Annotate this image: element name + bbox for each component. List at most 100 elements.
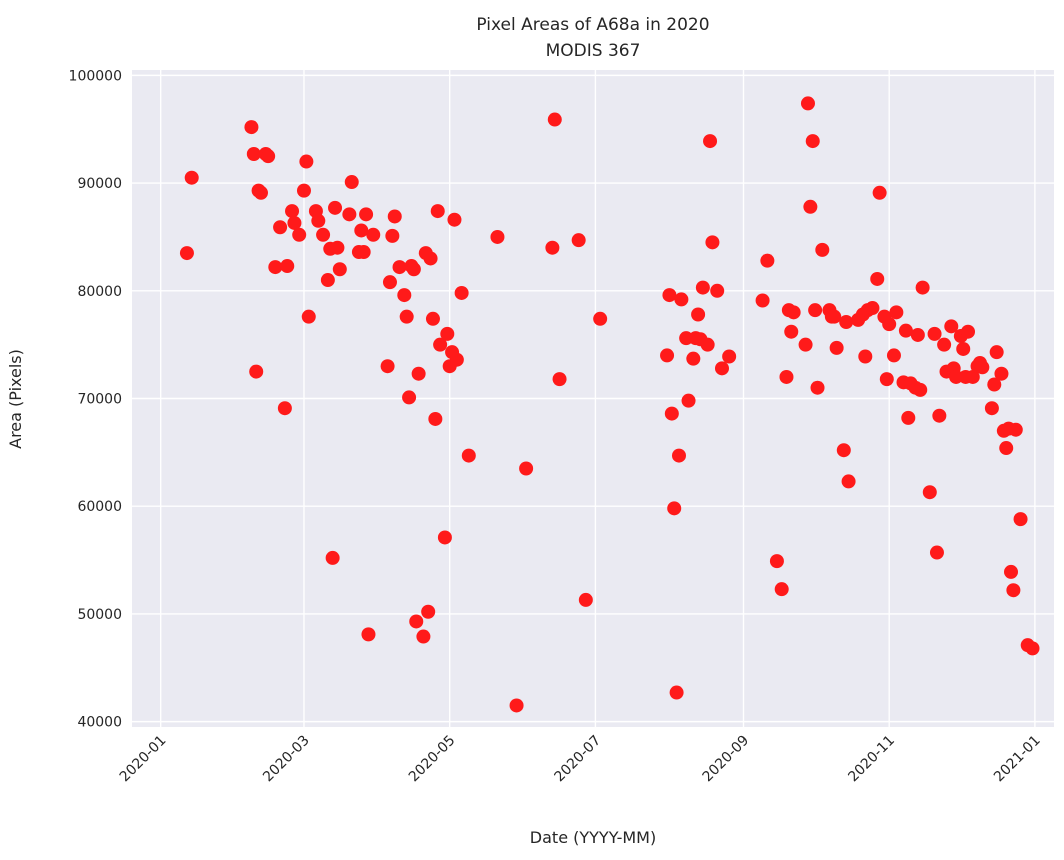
data-point <box>1025 641 1040 656</box>
data-point <box>989 345 1004 360</box>
data-point <box>545 240 560 255</box>
data-point <box>882 317 897 332</box>
data-point <box>913 382 928 397</box>
data-point <box>440 326 455 341</box>
data-point <box>330 240 345 255</box>
data-point <box>965 369 980 384</box>
x-tick-label: 2020-11 <box>845 733 898 786</box>
data-point <box>975 360 990 375</box>
data-point <box>359 207 374 222</box>
data-point <box>593 311 608 326</box>
data-point <box>578 592 593 607</box>
data-point <box>261 149 276 164</box>
data-point <box>808 303 823 318</box>
data-point <box>571 233 586 248</box>
data-point <box>280 259 295 274</box>
data-points <box>179 96 1040 713</box>
data-point <box>901 410 916 425</box>
data-point <box>779 369 794 384</box>
data-point <box>332 262 347 277</box>
data-point <box>956 341 971 356</box>
data-point <box>910 327 925 342</box>
data-point <box>1004 564 1019 579</box>
data-point <box>361 627 376 642</box>
data-point <box>915 280 930 295</box>
y-tick-label: 80000 <box>77 284 122 300</box>
data-point <box>999 441 1014 456</box>
data-point <box>416 629 431 644</box>
data-point <box>987 377 1002 392</box>
data-point <box>287 215 302 230</box>
data-point <box>700 337 715 352</box>
data-point <box>354 223 369 238</box>
data-point <box>984 401 999 416</box>
data-point <box>929 545 944 560</box>
x-tick-label: 2020-07 <box>552 733 605 786</box>
data-point <box>681 393 696 408</box>
data-point <box>886 348 901 363</box>
data-point <box>285 204 300 219</box>
data-point <box>829 340 844 355</box>
y-tick-label: 60000 <box>77 499 122 515</box>
data-point <box>879 372 894 387</box>
data-point <box>428 411 443 426</box>
data-point <box>292 227 307 242</box>
data-point <box>961 324 976 339</box>
data-point <box>722 349 737 364</box>
data-point <box>253 185 268 200</box>
data-point <box>660 348 675 363</box>
data-point <box>387 209 402 224</box>
data-point <box>277 401 292 416</box>
data-point <box>430 204 445 219</box>
data-point <box>710 283 725 298</box>
data-point <box>662 288 677 303</box>
data-point <box>547 112 562 127</box>
data-point <box>872 185 887 200</box>
y-axis-label: Area (Pixels) <box>6 349 25 449</box>
data-point <box>695 280 710 295</box>
data-point <box>664 406 679 421</box>
data-point <box>1008 422 1023 437</box>
data-point <box>827 309 842 324</box>
data-point <box>299 154 314 169</box>
data-point <box>244 120 259 135</box>
y-tick-label: 100000 <box>69 68 122 84</box>
data-point <box>994 366 1009 381</box>
data-point <box>342 207 357 222</box>
data-point <box>769 554 784 569</box>
data-point <box>411 366 426 381</box>
data-point <box>449 352 464 367</box>
data-point <box>425 311 440 326</box>
data-point <box>249 364 264 379</box>
data-point <box>800 96 815 111</box>
data-point <box>932 408 947 423</box>
data-point <box>311 213 326 228</box>
data-point <box>406 262 421 277</box>
data-point <box>691 307 706 322</box>
data-point <box>301 309 316 324</box>
data-point <box>870 271 885 286</box>
data-point <box>927 326 942 341</box>
x-tick-label: 2021-01 <box>991 733 1044 786</box>
data-point <box>392 260 407 275</box>
data-point <box>325 550 340 565</box>
data-point <box>841 474 856 489</box>
data-point <box>184 170 199 185</box>
grid-lines <box>132 70 1054 727</box>
data-point <box>839 315 854 330</box>
data-point <box>246 147 261 162</box>
x-tick-label: 2020-01 <box>117 733 170 786</box>
data-point <box>344 175 359 190</box>
data-point <box>1006 583 1021 598</box>
data-point <box>798 337 813 352</box>
data-point <box>667 501 682 516</box>
data-point <box>865 301 880 316</box>
data-point <box>552 372 567 387</box>
data-point <box>296 183 311 198</box>
data-point <box>273 220 288 235</box>
data-point <box>320 273 335 288</box>
data-point <box>385 228 400 243</box>
chart-subtitle: MODIS 367 <box>546 41 641 61</box>
data-point <box>268 260 283 275</box>
